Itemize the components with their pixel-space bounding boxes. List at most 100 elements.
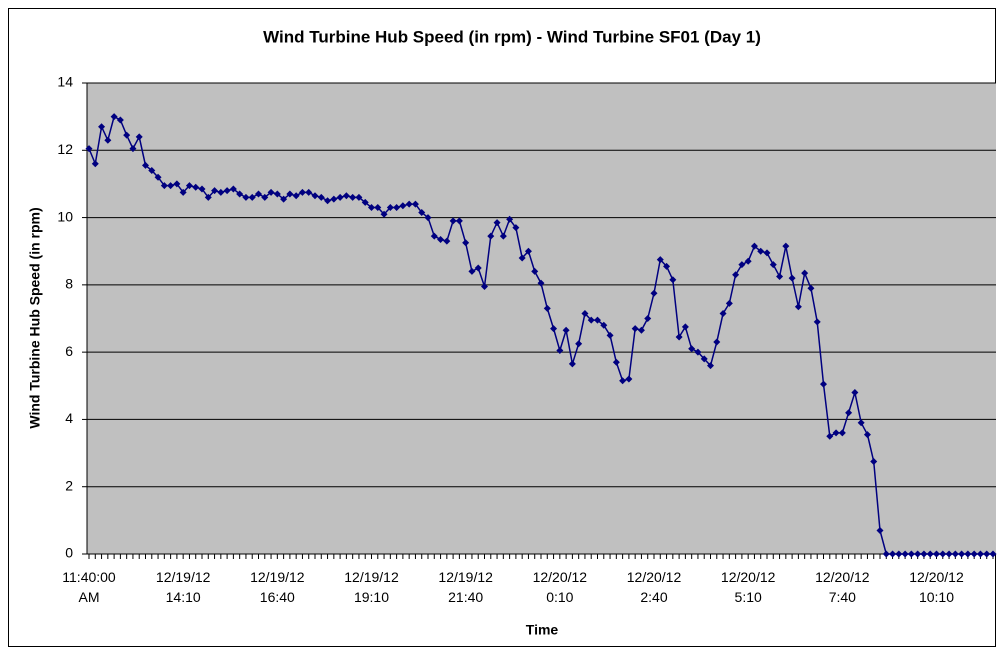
data-point bbox=[280, 195, 288, 203]
data-point bbox=[524, 247, 532, 255]
data-point bbox=[142, 161, 149, 169]
data-point bbox=[681, 323, 689, 331]
y-tick-label: 2 bbox=[65, 477, 73, 493]
data-point bbox=[380, 210, 388, 218]
data-point bbox=[386, 203, 394, 211]
data-point bbox=[123, 131, 131, 139]
data-point bbox=[537, 279, 545, 287]
data-point bbox=[424, 214, 432, 222]
data-point bbox=[531, 267, 539, 275]
data-point bbox=[581, 309, 589, 317]
data-point bbox=[317, 193, 325, 201]
plot-area bbox=[87, 83, 996, 554]
data-point bbox=[273, 190, 281, 198]
data-point bbox=[612, 358, 620, 366]
data-point bbox=[110, 113, 118, 121]
data-point bbox=[587, 316, 595, 324]
data-point bbox=[732, 271, 740, 279]
data-point bbox=[167, 182, 175, 190]
x-axis-title: Time bbox=[526, 622, 559, 638]
data-point bbox=[342, 192, 350, 200]
data-point bbox=[663, 262, 671, 270]
data-point bbox=[474, 264, 482, 272]
data-point bbox=[374, 203, 382, 211]
data-point bbox=[192, 183, 200, 191]
data-point bbox=[945, 550, 953, 558]
data-point bbox=[160, 182, 168, 190]
data-point bbox=[292, 192, 300, 200]
data-point bbox=[907, 550, 915, 558]
data-point bbox=[794, 303, 802, 311]
data-point bbox=[481, 283, 488, 291]
y-tick-label: 4 bbox=[65, 410, 73, 426]
data-point bbox=[298, 188, 306, 196]
data-point bbox=[776, 272, 784, 280]
data-point bbox=[738, 261, 746, 269]
data-point bbox=[700, 355, 708, 363]
data-point bbox=[845, 409, 853, 417]
data-point bbox=[330, 195, 338, 203]
data-point bbox=[970, 550, 978, 558]
data-point bbox=[368, 203, 375, 211]
data-point bbox=[782, 242, 790, 250]
data-point bbox=[518, 254, 526, 262]
data-point bbox=[637, 326, 645, 334]
x-tick-label: 12/20/12 5:10 bbox=[721, 569, 776, 605]
data-point bbox=[989, 550, 997, 558]
data-point bbox=[455, 217, 463, 225]
data-point bbox=[870, 457, 878, 465]
data-point bbox=[336, 193, 344, 201]
data-point bbox=[399, 202, 407, 210]
data-point bbox=[939, 550, 947, 558]
data-point bbox=[719, 309, 727, 317]
x-tick-label: 12/20/12 2:40 bbox=[627, 569, 682, 605]
data-point bbox=[556, 346, 564, 354]
data-point bbox=[261, 193, 269, 201]
data-point bbox=[116, 116, 124, 124]
data-point bbox=[631, 325, 639, 333]
data-point bbox=[324, 197, 332, 205]
data-point bbox=[242, 193, 250, 201]
data-point bbox=[267, 188, 275, 196]
data-point bbox=[619, 377, 627, 385]
data-point bbox=[644, 315, 652, 322]
data-point bbox=[568, 360, 576, 368]
data-point bbox=[185, 182, 193, 190]
data-point bbox=[506, 215, 514, 223]
data-point bbox=[418, 209, 426, 217]
data-point bbox=[512, 224, 520, 232]
data-point bbox=[361, 198, 369, 206]
data-point bbox=[958, 550, 966, 558]
data-point bbox=[650, 289, 658, 297]
data-point bbox=[443, 237, 451, 245]
data-point bbox=[744, 257, 752, 265]
data-point bbox=[694, 348, 702, 356]
data-point bbox=[468, 267, 476, 275]
data-point bbox=[832, 429, 840, 437]
data-point bbox=[669, 276, 677, 284]
data-point bbox=[411, 200, 419, 208]
data-point bbox=[487, 232, 495, 240]
y-tick-label: 10 bbox=[57, 208, 73, 224]
data-point bbox=[129, 145, 137, 153]
x-tick-label: 12/20/12 0:10 bbox=[533, 569, 588, 605]
data-point bbox=[217, 188, 225, 196]
data-point bbox=[926, 550, 934, 558]
data-point bbox=[211, 187, 219, 195]
x-tick-label: 12/19/12 21:40 bbox=[438, 569, 493, 605]
data-point bbox=[437, 235, 445, 243]
data-point bbox=[656, 256, 664, 264]
data-point bbox=[405, 200, 413, 208]
data-point bbox=[882, 550, 890, 558]
data-point bbox=[901, 550, 909, 558]
data-point bbox=[606, 331, 614, 339]
data-point bbox=[499, 232, 507, 240]
data-point bbox=[236, 190, 244, 198]
y-tick-label: 6 bbox=[65, 343, 73, 359]
data-point bbox=[311, 192, 319, 200]
data-point bbox=[625, 375, 633, 383]
y-axis-title: Wind Turbine Hub Speed (in rpm) bbox=[27, 207, 43, 428]
data-point bbox=[305, 188, 313, 196]
data-point bbox=[933, 550, 940, 558]
